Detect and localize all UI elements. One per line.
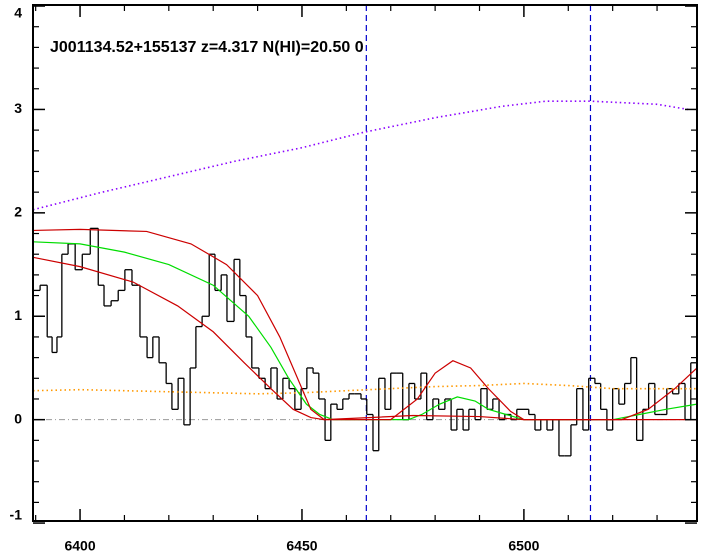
x-tick-label: 6400 [64,538,95,554]
axes-frame [32,4,698,522]
y-tick-label: 2 [14,204,22,220]
y-tick-label: 3 [14,100,22,116]
y-tick-label: 4 [14,5,22,21]
dotted-curve [32,382,697,395]
plot-area [32,5,698,521]
x-tick-label: 6450 [286,538,317,554]
step-connector [39,228,692,456]
y-tick-label: -1 [10,507,23,523]
y-tick-label: 0 [14,410,22,426]
model-curve [32,241,698,421]
model-curve [32,256,697,421]
chart-title: J001134.52+155137 z=4.317 N(HI)=20.50 0 [50,39,364,56]
y-tick-label: 1 [14,307,22,323]
x-tick-label: 6500 [508,538,539,554]
dotted-curve [32,100,689,211]
